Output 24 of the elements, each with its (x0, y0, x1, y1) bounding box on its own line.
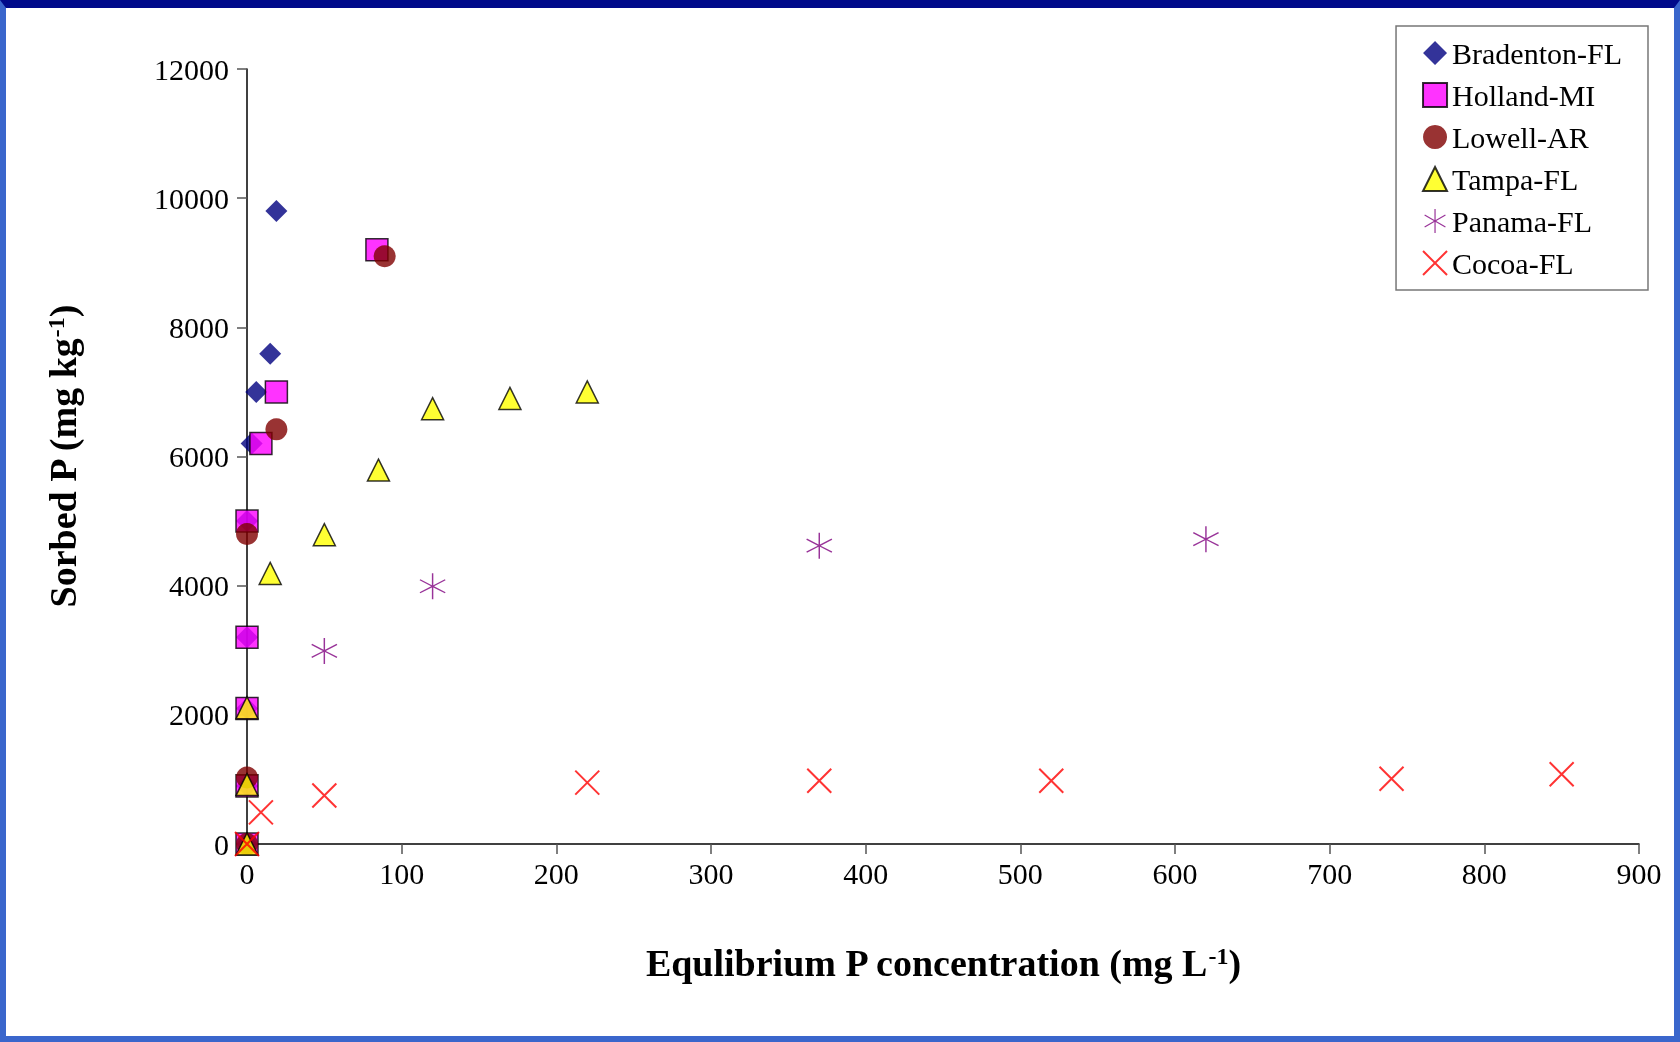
y-axis-title: Sorbed P (mg kg-1) (42, 304, 85, 608)
x-tick-label: 500 (997, 856, 1043, 890)
y-tick-label: 10000 (154, 181, 229, 215)
legend-label: Bradenton-FL (1452, 36, 1622, 70)
legend-label: Cocoa-FL (1452, 246, 1574, 280)
legend-label: Panama-FL (1452, 204, 1592, 238)
y-tick-label: 6000 (169, 440, 229, 473)
legend-label: Holland-MI (1452, 78, 1596, 112)
x-tick-label: 900 (1616, 856, 1662, 890)
x-tick-label: 0 (239, 856, 255, 890)
x-tick-label: 300 (688, 856, 734, 890)
x-tick-label: 200 (533, 856, 579, 890)
y-tick-label: 8000 (169, 310, 229, 344)
x-tick-label: 600 (1152, 856, 1198, 890)
y-tick-label: 0 (214, 827, 229, 861)
y-tick-label: 12000 (154, 52, 229, 86)
y-tick-label: 4000 (169, 569, 229, 603)
legend-label: Lowell-AR (1452, 120, 1589, 154)
x-tick-label: 800 (1461, 856, 1507, 890)
x-tick-label: 100 (379, 856, 425, 890)
x-tick-label: 700 (1307, 856, 1353, 890)
legend-label: Tampa-FL (1452, 162, 1579, 196)
x-tick-label: 400 (843, 856, 889, 890)
y-tick-label: 2000 (169, 698, 229, 732)
